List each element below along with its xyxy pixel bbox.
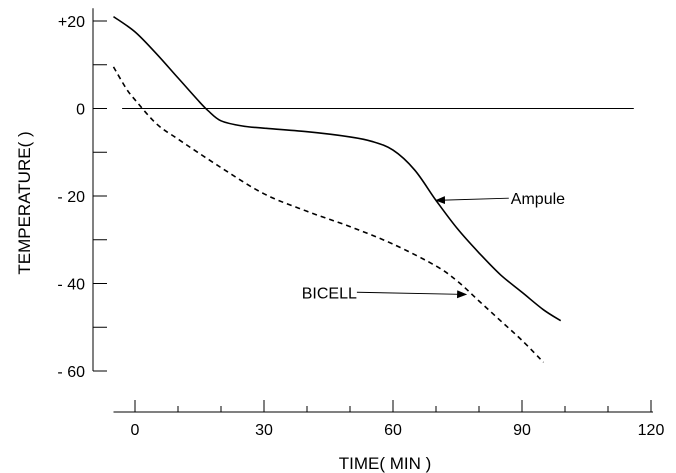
annotation-ampule-arrow [435, 196, 509, 205]
series-bicell-line [112, 66, 545, 363]
y-tick-label: - 40 [57, 277, 85, 294]
plot-area [112, 15, 634, 363]
annotation-bicell-arrow [356, 290, 468, 299]
y-axis-title: TEMPERATURE( ) [15, 131, 34, 274]
x-axis-title: TIME( MIN ) [339, 454, 432, 473]
annotation-bicell-label: BICELL [302, 285, 357, 302]
series-ampule-line [113, 15, 562, 322]
y-tick-label: 0 [76, 102, 85, 119]
y-tick-label: - 20 [57, 189, 85, 206]
x-tick-label: 60 [384, 422, 402, 439]
y-axis: +20 0 - 20 - 40 - 60 [57, 8, 107, 381]
x-tick-label: 90 [513, 422, 531, 439]
y-tick-label: - 60 [57, 364, 85, 381]
annotation-ampule-label: Ampule [511, 191, 565, 208]
x-axis: 0 30 60 90 120 [113, 400, 665, 439]
x-tick-label: 30 [255, 422, 273, 439]
y-tick-label: +20 [58, 14, 85, 31]
annotations: Ampule BICELL [302, 191, 565, 302]
x-tick-label: 120 [638, 422, 665, 439]
x-tick-label: 0 [131, 422, 140, 439]
